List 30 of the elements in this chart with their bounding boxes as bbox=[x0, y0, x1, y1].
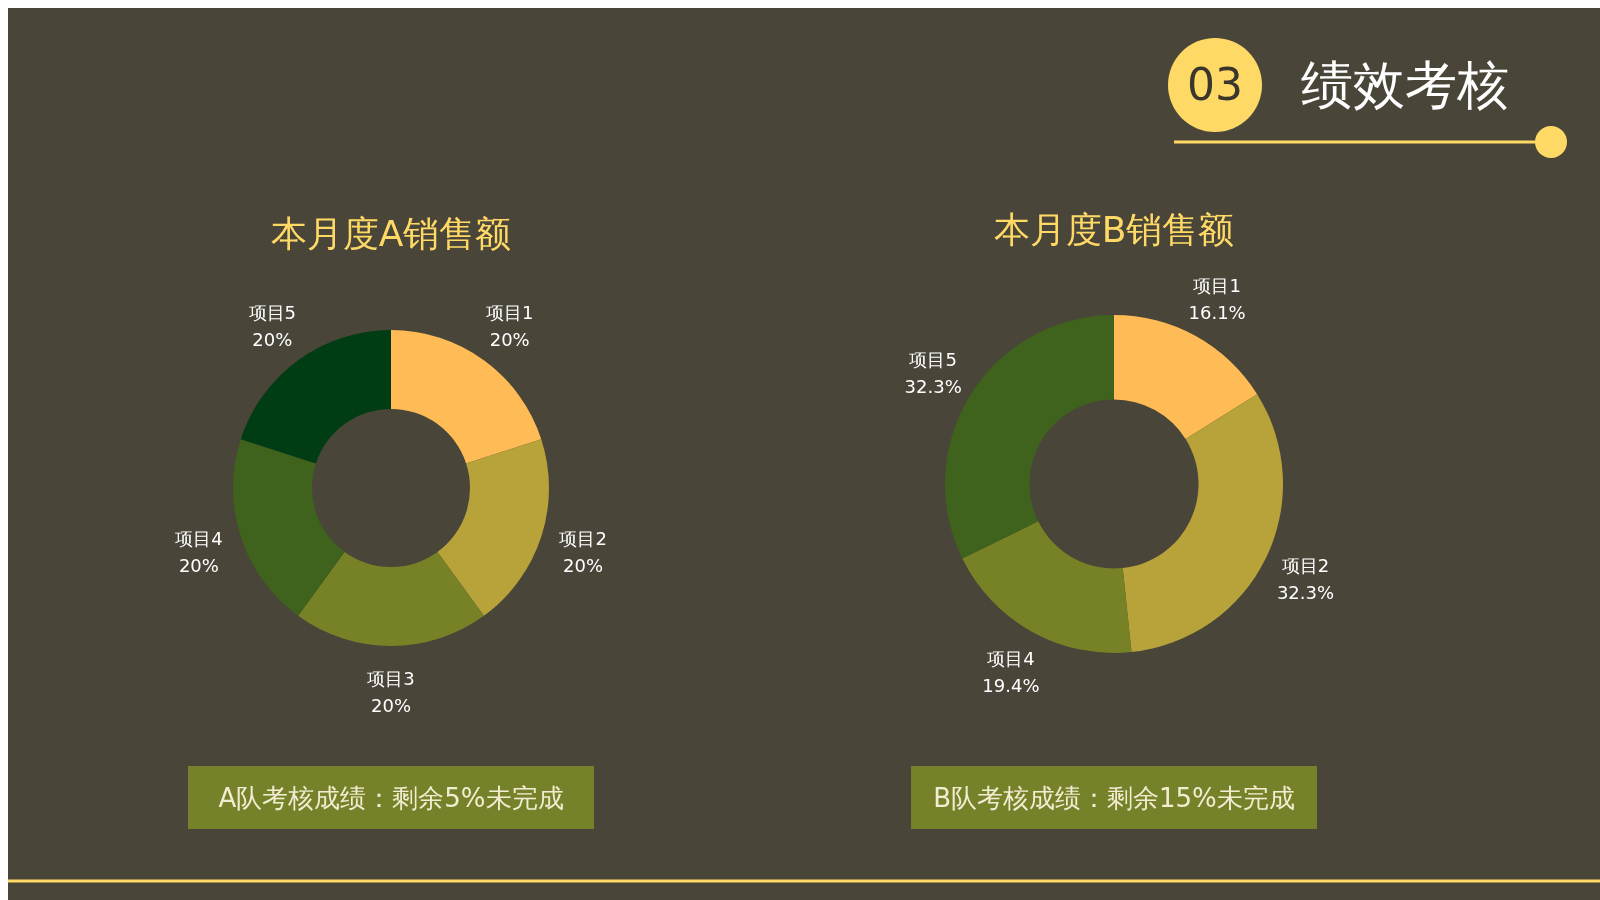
slice-label: 项目2 bbox=[559, 528, 607, 550]
data-label: 19.4% bbox=[982, 674, 1040, 696]
data-label: 20% bbox=[370, 694, 412, 716]
data-label: 20% bbox=[252, 329, 293, 351]
data-label: 32.3% bbox=[904, 375, 962, 397]
data-label: 20% bbox=[178, 555, 219, 577]
data-label: 32.3% bbox=[1276, 581, 1335, 603]
chart-title: 本月度B销售额 bbox=[993, 208, 1235, 250]
donut-slice bbox=[233, 439, 345, 616]
slice-label: 项目1 bbox=[1193, 275, 1241, 297]
slice-label: 项目2 bbox=[1281, 554, 1330, 576]
data-label: 20% bbox=[489, 329, 530, 351]
text: 03 bbox=[1187, 59, 1243, 111]
slice-label: 项目1 bbox=[486, 302, 534, 324]
slice-label: 项目5 bbox=[909, 348, 957, 370]
data-label: 20% bbox=[563, 555, 604, 577]
text: B队考核成绩：剩余15%未完成 bbox=[933, 783, 1295, 814]
donut-slice bbox=[437, 439, 549, 616]
data-label: 16.1% bbox=[1188, 302, 1246, 324]
slice-label: 项目3 bbox=[367, 667, 415, 689]
slice-label: 项目4 bbox=[175, 528, 223, 550]
text: 绩效考核 bbox=[1301, 55, 1509, 116]
chart-title: 本月度A销售额 bbox=[270, 212, 512, 254]
text: A队考核成绩：剩余5%未完成 bbox=[218, 783, 564, 814]
donut-slice bbox=[298, 551, 484, 646]
donut-slice bbox=[391, 330, 542, 464]
donut-slice bbox=[240, 330, 391, 464]
slice-label: 项目5 bbox=[248, 302, 296, 324]
donut-slice bbox=[962, 521, 1132, 653]
slice-label: 项目4 bbox=[987, 647, 1035, 669]
